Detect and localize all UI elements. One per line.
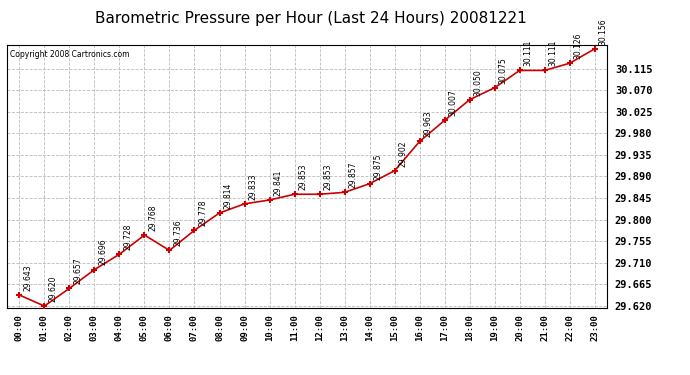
Text: 30.111: 30.111 bbox=[549, 40, 558, 66]
Text: 29.657: 29.657 bbox=[74, 258, 83, 284]
Text: 29.853: 29.853 bbox=[299, 164, 308, 190]
Text: 29.814: 29.814 bbox=[224, 182, 233, 209]
Text: Barometric Pressure per Hour (Last 24 Hours) 20081221: Barometric Pressure per Hour (Last 24 Ho… bbox=[95, 11, 526, 26]
Text: 30.050: 30.050 bbox=[474, 69, 483, 96]
Text: 29.778: 29.778 bbox=[199, 200, 208, 226]
Text: 30.156: 30.156 bbox=[599, 18, 608, 45]
Text: 29.768: 29.768 bbox=[148, 204, 157, 231]
Text: 29.902: 29.902 bbox=[399, 140, 408, 166]
Text: 29.963: 29.963 bbox=[424, 111, 433, 137]
Text: 30.111: 30.111 bbox=[524, 40, 533, 66]
Text: 29.833: 29.833 bbox=[248, 173, 257, 200]
Text: 29.736: 29.736 bbox=[174, 220, 183, 246]
Text: 29.853: 29.853 bbox=[324, 164, 333, 190]
Text: 30.075: 30.075 bbox=[499, 57, 508, 84]
Text: 29.875: 29.875 bbox=[374, 153, 383, 180]
Text: 29.841: 29.841 bbox=[274, 170, 283, 196]
Text: 29.620: 29.620 bbox=[48, 275, 57, 302]
Text: 30.007: 30.007 bbox=[448, 89, 457, 116]
Text: 29.643: 29.643 bbox=[23, 264, 32, 291]
Text: 30.126: 30.126 bbox=[574, 33, 583, 59]
Text: 29.857: 29.857 bbox=[348, 162, 357, 188]
Text: 29.728: 29.728 bbox=[124, 224, 132, 250]
Text: Copyright 2008 Cartronics.com: Copyright 2008 Cartronics.com bbox=[10, 50, 130, 59]
Text: 29.696: 29.696 bbox=[99, 239, 108, 266]
